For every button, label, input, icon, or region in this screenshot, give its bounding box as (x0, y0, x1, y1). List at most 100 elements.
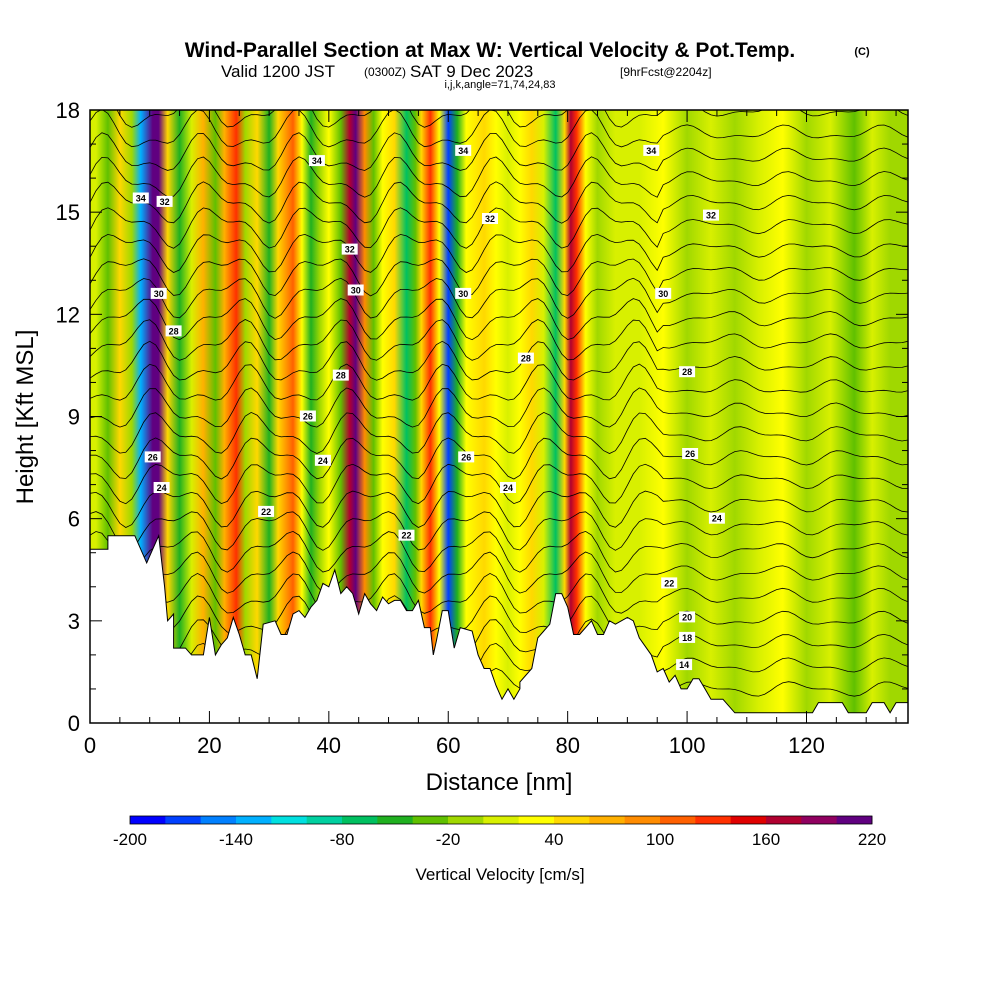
grid-indices: i,j,k,angle=71,74,24,83 (444, 79, 555, 91)
colorbar-swatch (589, 816, 626, 824)
theta-contour (116, 110, 908, 128)
theta-contour (90, 387, 908, 428)
contour-label: 22 (398, 529, 415, 541)
contour-label-text: 24 (712, 514, 722, 524)
colorbar-swatch (801, 816, 838, 824)
colorbar-swatch (377, 816, 414, 824)
theta-contour (90, 132, 908, 171)
y-tick-label: 9 (68, 405, 80, 430)
theta-contour (90, 490, 908, 528)
colorbar-swatch (412, 816, 449, 824)
axis-ticks (89, 109, 908, 724)
colorbar-tick-labels: -200 -140 -80 -20 40 100 160 220 (113, 830, 886, 849)
contour-label: 24 (314, 454, 331, 466)
contour-label-bg (661, 577, 678, 589)
colorbar-tick-label: 40 (545, 830, 564, 849)
theta-contour (90, 156, 908, 198)
contour-label-bg (150, 287, 167, 299)
contour-label: 34 (455, 144, 472, 156)
contour-label-text: 34 (458, 146, 468, 156)
theta-contour (90, 437, 908, 480)
contour-label: 32 (482, 213, 498, 224)
theta-contour (90, 511, 908, 551)
contour-label: 22 (258, 505, 275, 517)
contour-label-text: 26 (303, 412, 313, 422)
theta-contour (90, 363, 908, 401)
contour-label-text: 30 (658, 289, 668, 299)
colorbar-tick-label: 160 (752, 830, 780, 849)
contour-label-bg (308, 155, 325, 167)
contour-label-text: 24 (157, 483, 167, 493)
contour-label-text: 24 (318, 456, 328, 466)
contour-label-text: 26 (148, 452, 158, 462)
theta-contour (90, 572, 908, 614)
contour-label: 22 (661, 577, 678, 589)
theta-contour (90, 181, 908, 224)
contour-label-text: 34 (136, 194, 146, 204)
contour-label-bg (500, 482, 516, 493)
x-tick-label: 60 (436, 733, 460, 758)
contour-label-bg (398, 529, 415, 541)
theta-contour (90, 530, 908, 573)
contour-label-bg (258, 505, 275, 517)
contour-label-text: 22 (401, 531, 411, 541)
contour-label-bg (132, 192, 149, 204)
x-tick-label: 120 (788, 733, 825, 758)
contour-label-text: 30 (154, 289, 164, 299)
x-tick-label: 40 (317, 733, 341, 758)
contour-label: 30 (455, 287, 472, 299)
colorbar-swatch (306, 816, 343, 824)
contour-label: 30 (150, 287, 167, 299)
colorbar-swatch (342, 816, 378, 824)
colorbar-tick-label: -20 (436, 830, 461, 849)
contour-label: 14 (676, 659, 693, 671)
theta-contour (90, 110, 908, 148)
contour-label: 20 (679, 611, 696, 623)
theta-contour (90, 551, 908, 594)
contour-label-group: 34 32 34 34 34 32 32 32 30 30 30 30 28 28 28 28 26 26 26 26… (132, 144, 725, 671)
contour-label-bg (703, 209, 719, 221)
contour-label-bg (679, 366, 696, 378)
colorbar (129, 815, 873, 825)
contour-label-text: 22 (664, 578, 674, 588)
contour-label: 28 (165, 325, 182, 337)
theta-contour (90, 298, 908, 341)
y-tick-label: 12 (56, 302, 80, 327)
contour-label-bg (643, 144, 660, 156)
contour-label-text: 34 (312, 156, 322, 166)
colorbar-tick-label: 100 (646, 830, 674, 849)
contour-label-bg (676, 659, 693, 671)
contour-label-text: 32 (160, 197, 170, 207)
contour-label: 24 (153, 482, 170, 493)
colorbar-title: Vertical Velocity [cm/s] (415, 865, 584, 884)
contour-label-text: 30 (458, 289, 468, 299)
contour-label-bg (455, 287, 472, 299)
contour-label-text: 18 (682, 633, 692, 643)
y-tick-label: 6 (68, 507, 80, 532)
contour-label-bg (332, 369, 349, 381)
contour-label: 26 (458, 451, 475, 463)
terrain-mask (90, 533, 908, 723)
theta-contour (90, 277, 908, 319)
contour-label: 34 (132, 192, 149, 204)
colorbar-tick-label: -80 (330, 830, 355, 849)
contour-label-text: 26 (685, 449, 695, 459)
y-tick-label: 18 (56, 98, 80, 123)
colorbar-swatch (766, 816, 802, 824)
potential-temperature-contours (90, 110, 908, 711)
colorbar-swatch (483, 816, 520, 824)
colorbar-swatch (624, 816, 661, 824)
contour-label: 28 (332, 369, 349, 381)
contour-label-text: 32 (485, 214, 495, 224)
forecast-info: [9hrFcst@2204z] (620, 65, 712, 79)
theta-contour (90, 207, 908, 249)
contour-label: 32 (341, 243, 358, 255)
colorbar-swatch (130, 816, 166, 824)
contour-label: 24 (708, 512, 725, 524)
colorbar-swatch (165, 816, 202, 824)
contour-label: 26 (299, 410, 316, 422)
colorbar-swatch (836, 816, 873, 824)
colorbar-swatch (730, 816, 767, 824)
colorbar-swatch (695, 816, 732, 824)
